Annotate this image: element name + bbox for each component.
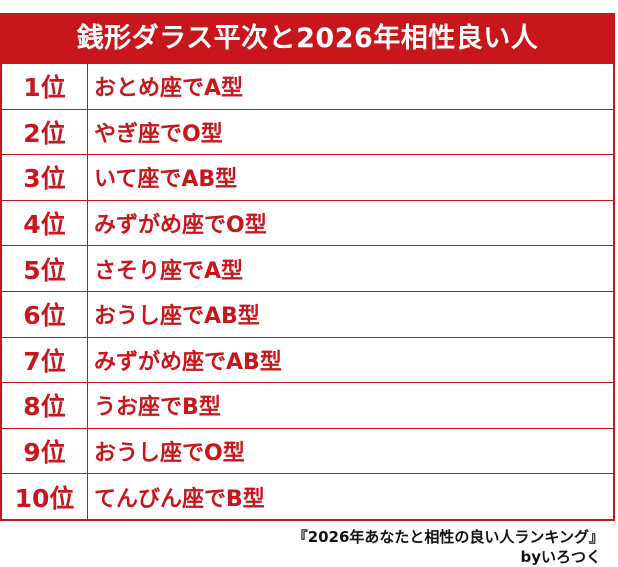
match-description: みずがめ座でAB型 bbox=[94, 349, 282, 375]
ranking-table: 銭形ダラス平次と2026年相性良い人 1位 おとめ座でA型 2位 やぎ座でO型 … bbox=[0, 13, 615, 521]
match-description: やぎ座でO型 bbox=[94, 121, 223, 147]
table-row: 8位 うお座でB型 bbox=[2, 382, 613, 428]
table-row: 6位 おうし座でAB型 bbox=[2, 290, 613, 337]
match-description: さそり座でA型 bbox=[94, 258, 244, 284]
rank-label: 3位 bbox=[2, 155, 88, 200]
table-row: 7位 みずがめ座でAB型 bbox=[2, 336, 613, 383]
match-description: みずがめ座でO型 bbox=[94, 213, 267, 239]
table-row: 1位 おとめ座でA型 bbox=[2, 63, 613, 109]
match-description: おとめ座でA型 bbox=[94, 76, 244, 102]
match-description: いて座でAB型 bbox=[94, 167, 238, 193]
match-description: おうし座でAB型 bbox=[94, 304, 260, 330]
table-row: 4位 みずがめ座でO型 bbox=[2, 199, 613, 246]
rank-label: 7位 bbox=[2, 337, 88, 383]
footer: 『2026年あなたと相性の良い人ランキング』 byいろつく bbox=[293, 527, 604, 567]
match-description: てんびん座でB型 bbox=[94, 486, 265, 512]
table-row: 9位 おうし座でO型 bbox=[2, 427, 613, 474]
table-title: 銭形ダラス平次と2026年相性良い人 bbox=[2, 15, 613, 63]
table-row: 3位 いて座でAB型 bbox=[2, 154, 613, 200]
table-row: 2位 やぎ座でO型 bbox=[2, 108, 613, 155]
rank-label: 6位 bbox=[2, 291, 88, 337]
table-row: 10位 てんびん座でB型 bbox=[2, 473, 613, 519]
rank-label: 8位 bbox=[2, 383, 88, 428]
source-title: 『2026年あなたと相性の良い人ランキング』 bbox=[292, 528, 604, 546]
author-credit: byいろつく bbox=[520, 548, 601, 566]
rank-label: 5位 bbox=[2, 246, 88, 291]
match-description: おうし座でO型 bbox=[94, 441, 245, 467]
rank-label: 9位 bbox=[2, 428, 88, 474]
match-description: うお座でB型 bbox=[94, 395, 221, 421]
rank-label: 1位 bbox=[2, 64, 88, 109]
rank-label: 2位 bbox=[2, 109, 88, 155]
rank-label: 10位 bbox=[2, 474, 88, 519]
table-row: 5位 さそり座でA型 bbox=[2, 245, 613, 291]
rank-label: 4位 bbox=[2, 200, 88, 246]
